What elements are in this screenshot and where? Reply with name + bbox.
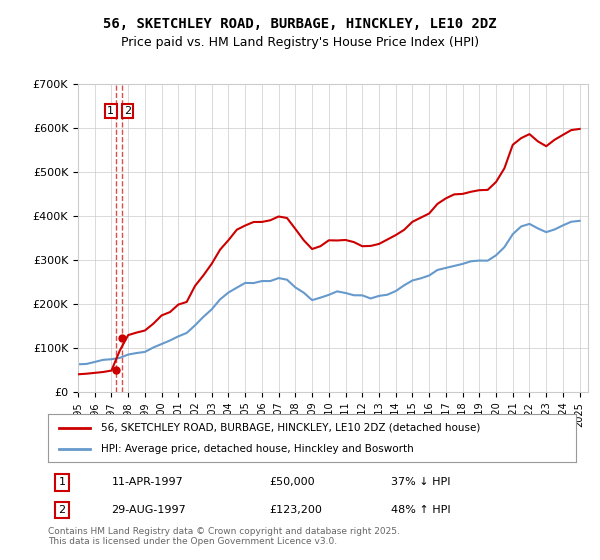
- Text: HPI: Average price, detached house, Hinckley and Bosworth: HPI: Average price, detached house, Hinc…: [101, 444, 413, 454]
- Text: Contains HM Land Registry data © Crown copyright and database right 2025.
This d: Contains HM Land Registry data © Crown c…: [48, 526, 400, 546]
- Text: £123,200: £123,200: [270, 505, 323, 515]
- Text: 29-AUG-1997: 29-AUG-1997: [112, 505, 186, 515]
- Text: 48% ↑ HPI: 48% ↑ HPI: [391, 505, 451, 515]
- Text: 2: 2: [124, 106, 131, 116]
- Text: £50,000: £50,000: [270, 477, 316, 487]
- Text: 11-APR-1997: 11-APR-1997: [112, 477, 183, 487]
- Text: 1: 1: [107, 106, 114, 116]
- Text: 56, SKETCHLEY ROAD, BURBAGE, HINCKLEY, LE10 2DZ (detached house): 56, SKETCHLEY ROAD, BURBAGE, HINCKLEY, L…: [101, 423, 480, 433]
- Text: 2: 2: [59, 505, 65, 515]
- Text: Price paid vs. HM Land Registry's House Price Index (HPI): Price paid vs. HM Land Registry's House …: [121, 36, 479, 49]
- Text: 1: 1: [59, 477, 65, 487]
- Text: 56, SKETCHLEY ROAD, BURBAGE, HINCKLEY, LE10 2DZ: 56, SKETCHLEY ROAD, BURBAGE, HINCKLEY, L…: [103, 17, 497, 31]
- Text: 37% ↓ HPI: 37% ↓ HPI: [391, 477, 451, 487]
